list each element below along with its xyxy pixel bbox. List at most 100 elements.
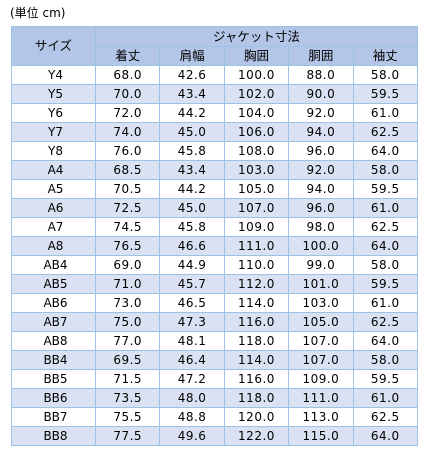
length-cell: 69.0	[94, 255, 161, 275]
table-row: A6 72.5 45.0 107.0 96.0 61.0	[11, 198, 418, 218]
length-cell: 76.5	[94, 236, 161, 256]
chest-cell: 108.0	[223, 141, 290, 161]
table-header: サイズ ジャケット寸法 着丈 肩幅 胸囲 胴囲 袖丈	[11, 26, 418, 66]
waist-cell: 96.0	[288, 141, 354, 161]
shoulder-cell: 44.2	[159, 103, 225, 123]
chest-cell: 120.0	[223, 407, 290, 427]
shoulder-cell: 45.8	[159, 141, 225, 161]
size-cell: A7	[11, 217, 96, 237]
chest-cell: 118.0	[223, 388, 290, 408]
table-row: A5 70.5 44.2 105.0 94.0 59.5	[11, 179, 418, 199]
shoulder-cell: 45.0	[159, 198, 225, 218]
length-cell: 73.5	[94, 388, 161, 408]
waist-cell: 96.0	[288, 198, 354, 218]
size-cell: BB4	[11, 350, 96, 370]
sleeve-cell: 62.5	[352, 407, 418, 427]
sleeve-cell: 58.0	[352, 65, 418, 85]
sleeve-cell: 59.5	[352, 274, 418, 294]
length-cell: 77.0	[94, 331, 161, 351]
waist-cell: 107.0	[288, 331, 354, 351]
sleeve-cell: 62.5	[352, 312, 418, 332]
table-row: AB8 77.0 48.1 118.0 107.0 64.0	[11, 331, 418, 351]
unit-note: (単位 cm)	[10, 6, 66, 20]
waist-cell: 109.0	[288, 369, 354, 389]
waist-cell: 99.0	[288, 255, 354, 275]
sleeve-cell: 64.0	[352, 236, 418, 256]
size-cell: AB6	[11, 293, 96, 313]
waist-cell: 90.0	[288, 84, 354, 104]
size-cell: A6	[11, 198, 96, 218]
size-cell: Y4	[11, 65, 96, 85]
sleeve-cell: 64.0	[352, 141, 418, 161]
length-cell: 74.5	[94, 217, 161, 237]
length-cell: 70.5	[94, 179, 161, 199]
sleeve-cell: 58.0	[352, 255, 418, 275]
size-cell: AB4	[11, 255, 96, 275]
length-cell: 77.5	[94, 426, 161, 446]
table-row: A4 68.5 43.4 103.0 92.0 58.0	[11, 160, 418, 180]
size-cell: Y6	[11, 103, 96, 123]
table-row: BB5 71.5 47.2 116.0 109.0 59.5	[11, 369, 418, 389]
waist-cell: 105.0	[288, 312, 354, 332]
length-cell: 69.5	[94, 350, 161, 370]
size-cell: BB7	[11, 407, 96, 427]
shoulder-cell: 48.8	[159, 407, 225, 427]
sleeve-cell: 59.5	[352, 369, 418, 389]
chest-cell: 116.0	[223, 369, 290, 389]
chest-cell: 105.0	[223, 179, 290, 199]
table-row: Y6 72.0 44.2 104.0 92.0 61.0	[11, 103, 418, 123]
chest-cell: 111.0	[223, 236, 290, 256]
table-row: AB7 75.0 47.3 116.0 105.0 62.5	[11, 312, 418, 332]
size-cell: AB8	[11, 331, 96, 351]
table-row: A8 76.5 46.6 111.0 100.0 64.0	[11, 236, 418, 256]
table-row: Y8 76.0 45.8 108.0 96.0 64.0	[11, 141, 418, 161]
chest-cell: 100.0	[223, 65, 290, 85]
shoulder-cell: 43.4	[159, 160, 225, 180]
chest-cell: 114.0	[223, 350, 290, 370]
sleeve-cell: 64.0	[352, 426, 418, 446]
table-body: Y4 68.0 42.6 100.0 88.0 58.0 Y5 70.0 43.4 102.0 90…	[11, 65, 418, 446]
length-cell: 74.0	[94, 122, 161, 142]
chest-cell: 122.0	[223, 426, 290, 446]
waist-cell: 107.0	[288, 350, 354, 370]
chest-cell: 112.0	[223, 274, 290, 294]
shoulder-cell: 45.0	[159, 122, 225, 142]
length-cell: 73.0	[94, 293, 161, 313]
shoulder-cell: 44.2	[159, 179, 225, 199]
table-row: AB5 71.0 45.7 112.0 101.0 59.5	[11, 274, 418, 294]
shoulder-cell: 45.8	[159, 217, 225, 237]
size-cell: Y7	[11, 122, 96, 142]
shoulder-cell: 46.4	[159, 350, 225, 370]
chest-cell: 110.0	[223, 255, 290, 275]
sleeve-cell: 61.0	[352, 388, 418, 408]
table-row: AB4 69.0 44.9 110.0 99.0 58.0	[11, 255, 418, 275]
length-cell: 72.5	[94, 198, 161, 218]
sleeve-cell: 58.0	[352, 350, 418, 370]
waist-cell: 111.0	[288, 388, 354, 408]
column-header-length: 着丈	[94, 46, 161, 66]
chest-cell: 116.0	[223, 312, 290, 332]
chest-cell: 102.0	[223, 84, 290, 104]
size-cell: AB7	[11, 312, 96, 332]
table-row: A7 74.5 45.8 109.0 98.0 62.5	[11, 217, 418, 237]
shoulder-cell: 46.5	[159, 293, 225, 313]
waist-cell: 94.0	[288, 179, 354, 199]
table-row: BB6 73.5 48.0 118.0 111.0 61.0	[11, 388, 418, 408]
waist-cell: 88.0	[288, 65, 354, 85]
size-cell: A8	[11, 236, 96, 256]
sleeve-cell: 61.0	[352, 103, 418, 123]
shoulder-cell: 48.1	[159, 331, 225, 351]
waist-cell: 103.0	[288, 293, 354, 313]
sleeve-cell: 62.5	[352, 217, 418, 237]
sleeve-cell: 61.0	[352, 198, 418, 218]
size-cell: BB6	[11, 388, 96, 408]
size-cell: Y5	[11, 84, 96, 104]
jacket-size-table: サイズ ジャケット寸法 着丈 肩幅 胸囲 胴囲 袖丈 Y4 68.0 42.6 100…	[11, 26, 418, 446]
shoulder-cell: 45.7	[159, 274, 225, 294]
length-cell: 70.0	[94, 84, 161, 104]
chest-cell: 104.0	[223, 103, 290, 123]
shoulder-cell: 42.6	[159, 65, 225, 85]
chest-cell: 103.0	[223, 160, 290, 180]
length-cell: 71.0	[94, 274, 161, 294]
waist-cell: 101.0	[288, 274, 354, 294]
